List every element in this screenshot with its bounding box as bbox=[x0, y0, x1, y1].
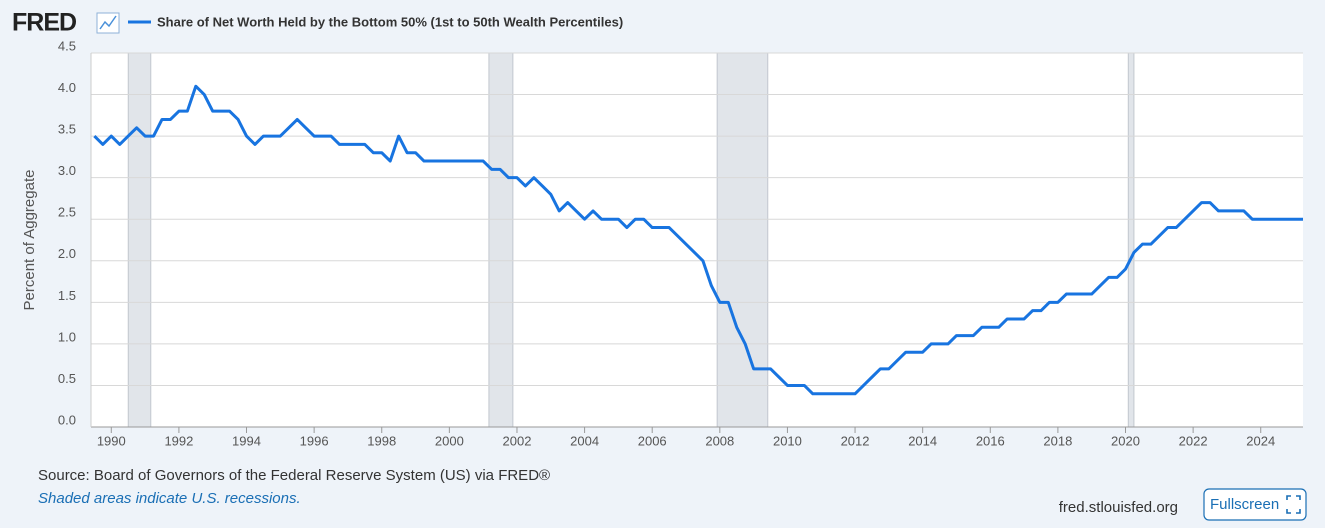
y-axis-label: Percent of Aggregate bbox=[21, 170, 38, 311]
source: Source: Board of Governors of the Federa… bbox=[38, 467, 550, 484]
recession-band bbox=[488, 52, 514, 428]
site-url: fred.stlouisfed.org bbox=[1059, 499, 1178, 516]
y-tick-label: 1.0 bbox=[58, 329, 76, 344]
x-tick-label: 2014 bbox=[908, 433, 937, 448]
plot-area bbox=[91, 53, 1303, 427]
x-tick-label: 2016 bbox=[976, 433, 1005, 448]
logo-icon bbox=[96, 12, 120, 34]
line-layer bbox=[93, 84, 1303, 396]
x-tick-label: 2022 bbox=[1179, 433, 1208, 448]
logo: FRED bbox=[12, 9, 76, 37]
y-tick-label: 4.5 bbox=[58, 38, 76, 53]
x-tick-label: 1998 bbox=[367, 433, 396, 448]
x-tick-label: 2018 bbox=[1043, 433, 1072, 448]
y-tick-label: 2.5 bbox=[58, 205, 76, 220]
y-tick-label: 0.5 bbox=[58, 371, 76, 386]
recession-note: Shaded areas indicate U.S. recessions. bbox=[38, 490, 301, 507]
y-tick-label: 1.5 bbox=[58, 288, 76, 303]
x-tick-label: 1994 bbox=[232, 433, 261, 448]
fullscreen-button[interactable]: Fullscreen bbox=[1203, 488, 1307, 521]
recession-band bbox=[716, 52, 769, 428]
y-tick-label: 4.0 bbox=[58, 80, 76, 95]
text-layer: 0.0 0.5 1.0 1.5 2.0 2.5 3.0 3.5 4.0 4.5 1990 1992 19… bbox=[58, 14, 1275, 448]
x-tick-label: 2012 bbox=[841, 433, 870, 448]
series-line bbox=[93, 84, 1303, 396]
x-tick-label: 2002 bbox=[503, 433, 532, 448]
y-tick-label: 3.5 bbox=[58, 122, 76, 137]
x-tick-label: 2004 bbox=[570, 433, 599, 448]
legend-label: Share of Net Worth Held by the Bottom 50… bbox=[157, 14, 623, 29]
x-tick-label: 2024 bbox=[1246, 433, 1275, 448]
x-tick-label: 2010 bbox=[773, 433, 802, 448]
recession-band bbox=[1127, 52, 1135, 428]
recession-band bbox=[127, 52, 152, 428]
x-tick-label: 2020 bbox=[1111, 433, 1140, 448]
y-tick-label: 0.0 bbox=[58, 412, 76, 427]
x-tick-label: 2008 bbox=[705, 433, 734, 448]
x-tick-label: 1990 bbox=[97, 433, 126, 448]
y-tick-label: 2.0 bbox=[58, 246, 76, 261]
y-tick-label: 3.0 bbox=[58, 163, 76, 178]
x-tick-label: 1992 bbox=[164, 433, 193, 448]
x-tick-label: 1996 bbox=[300, 433, 329, 448]
fullscreen-label[interactable]: Fullscreen bbox=[1210, 496, 1279, 513]
x-tick-label: 2000 bbox=[435, 433, 464, 448]
x-tick-label: 2006 bbox=[638, 433, 667, 448]
grid-layer bbox=[90, 52, 1303, 433]
